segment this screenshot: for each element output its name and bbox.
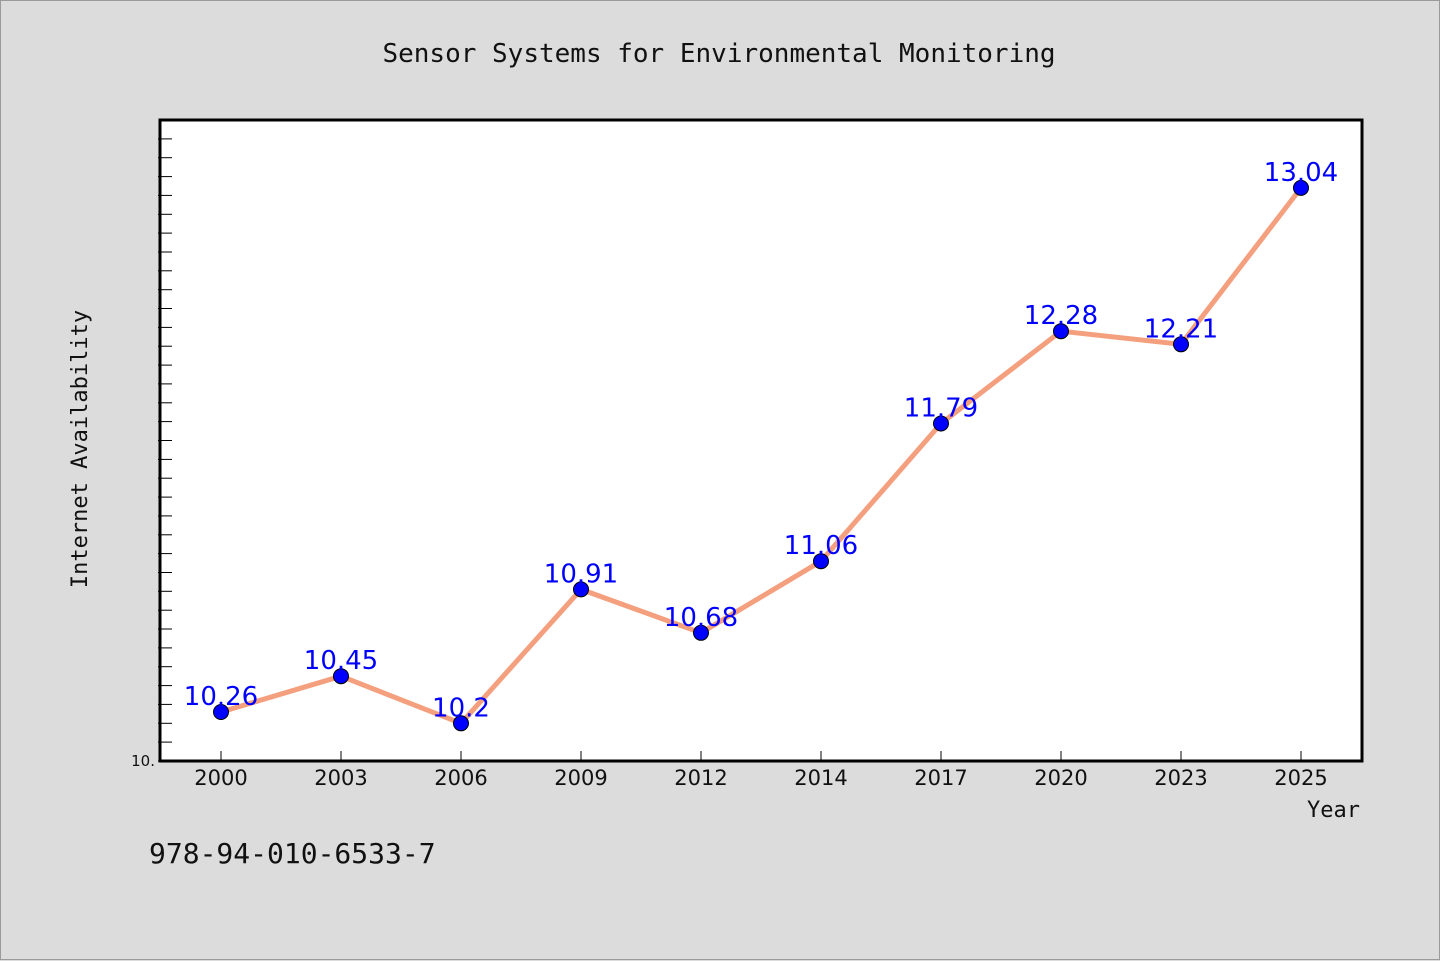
x-tick-label: 2023: [1154, 766, 1207, 790]
data-point: [1173, 336, 1189, 353]
data-label: 10.45: [304, 646, 378, 676]
y-axis-title: Internet Availability: [68, 310, 93, 588]
x-tick-label: 2014: [794, 766, 847, 790]
data-label: 10.68: [664, 603, 738, 633]
data-markers: [213, 179, 1309, 732]
x-tick-label: 2012: [674, 766, 727, 790]
data-point: [693, 624, 709, 641]
data-point: [333, 668, 349, 685]
data-point: [1293, 179, 1309, 196]
y-axis-ticks: [158, 138, 172, 762]
data-point: [1053, 323, 1069, 340]
data-label: 11.06: [784, 531, 858, 561]
data-label: 10.91: [544, 559, 618, 589]
plot-area: [158, 118, 1364, 763]
y-axis-min-label: 10.: [131, 752, 155, 770]
x-tick-label: 2006: [434, 766, 487, 790]
data-point: [813, 553, 829, 570]
x-tick-label: 2009: [554, 766, 607, 790]
data-point: [213, 704, 229, 720]
x-tick-label: 2003: [314, 766, 367, 790]
x-tick-label: 2000: [194, 766, 247, 790]
x-axis-title: Year: [1307, 798, 1360, 823]
data-label: 10.2: [432, 693, 490, 723]
data-point: [573, 581, 589, 598]
chart-title: Sensor Systems for Environmental Monitor…: [382, 39, 1055, 69]
x-axis-ticks: 2000 2003 2006 2009 2012 2014 2017 2020 2023 2025: [194, 751, 1328, 790]
data-label: 12.28: [1024, 301, 1098, 331]
x-tick-label: 2017: [914, 766, 967, 790]
data-label: 11.79: [904, 394, 978, 424]
data-label: 10.26: [184, 682, 258, 712]
x-tick-label: 2020: [1034, 766, 1087, 790]
data-point: [933, 415, 949, 432]
data-point: [453, 715, 469, 732]
data-labels: 10.26 10.45 10.2 10.91 10.68 11.06 11.79 12.28 1…: [184, 158, 1338, 723]
series-line: [220, 186, 1303, 726]
data-label: 12.21: [1144, 314, 1218, 344]
data-label: 13.04: [1264, 158, 1338, 188]
isbn-text: 978-94-010-6533-7: [149, 837, 436, 870]
x-tick-label: 2025: [1274, 766, 1327, 790]
